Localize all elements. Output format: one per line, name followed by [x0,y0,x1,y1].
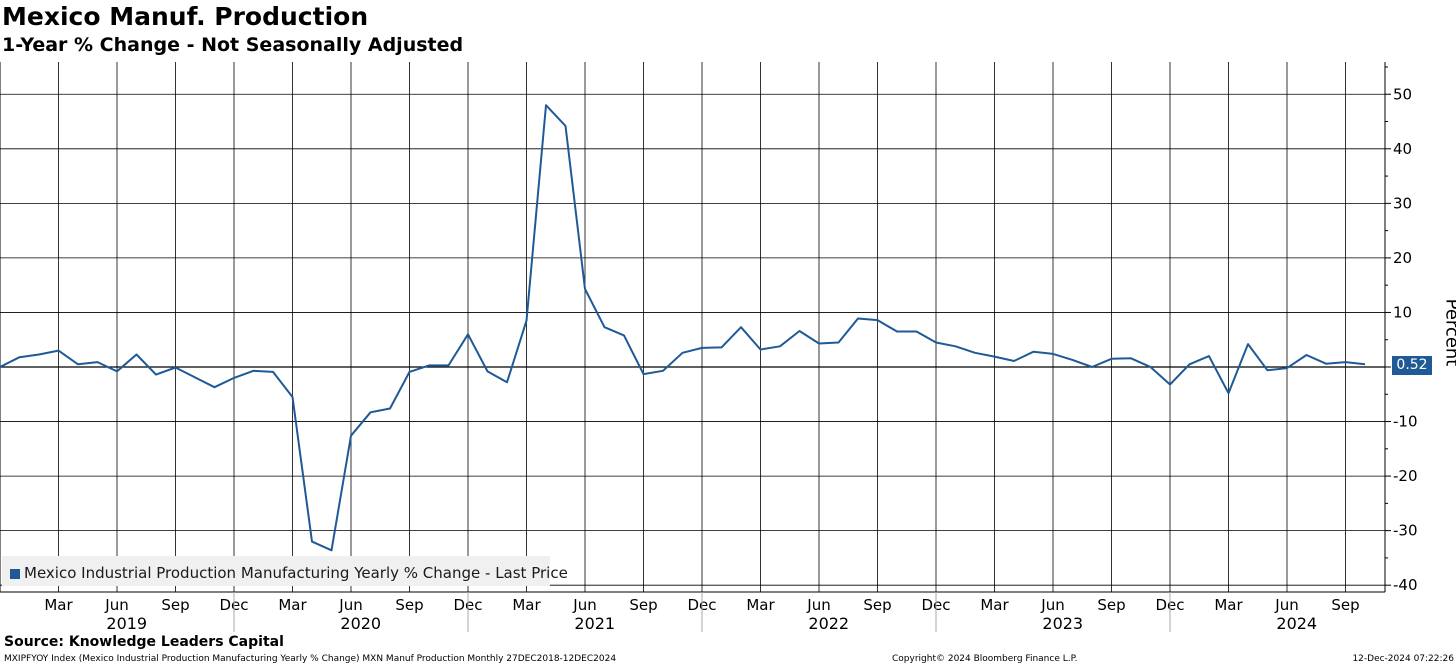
x-tick-label: Sep [863,596,891,614]
y-tick-label: 10 [1393,303,1412,321]
x-tick-label: Sep [629,596,657,614]
x-tick-label: Jun [1040,596,1064,614]
x-tick-label: Mar [1214,596,1243,614]
x-tick-label: Jun [104,596,128,614]
last-value-badge: 0.52 [1392,356,1432,375]
x-tick-label: Mar [512,596,541,614]
y-tick-label: -40 [1393,576,1418,594]
y-tick-label: 30 [1393,194,1412,212]
x-year-label: 2024 [1276,614,1317,633]
x-tick-label: Sep [1097,596,1125,614]
source-note: Source: Knowledge Leaders Capital [4,634,284,650]
x-tick-label: Mar [980,596,1009,614]
x-year-label: 2020 [340,614,381,633]
y-tick-label: -30 [1393,522,1418,540]
y-tick-label: -20 [1393,467,1418,485]
x-year-label: 2022 [808,614,849,633]
legend-label: Mexico Industrial Production Manufacturi… [24,564,568,582]
copyright: Copyright© 2024 Bloomberg Finance L.P. [892,654,1078,664]
x-tick-label: Mar [746,596,775,614]
y-tick-label: 40 [1393,140,1412,158]
x-tick-label: Jun [1274,596,1298,614]
x-tick-label: Mar [44,596,73,614]
x-tick-label: Jun [806,596,830,614]
x-tick-label: Mar [278,596,307,614]
x-year-label: 2023 [1042,614,1083,633]
chart-subtitle: 1-Year % Change - Not Seasonally Adjuste… [2,34,464,56]
y-axis-label: Percent [1441,298,1456,367]
x-tick-label: Sep [395,596,423,614]
x-tick-label: Sep [1331,596,1359,614]
legend: Mexico Industrial Production Manufacturi… [2,556,568,586]
x-tick-label: Sep [161,596,189,614]
y-tick-label: 20 [1393,249,1412,267]
timestamp: 12-Dec-2024 07:22:26 [1352,654,1454,664]
legend-swatch [10,569,20,579]
x-tick-label: Jun [572,596,596,614]
series-line [0,104,1366,552]
y-tick-label: 50 [1393,85,1412,103]
x-year-label: 2021 [574,614,615,633]
x-tick-label: Jun [338,596,362,614]
y-tick-label: -10 [1393,413,1418,431]
x-year-label: 2019 [106,614,147,633]
ticker-info: MXIPFYOY Index (Mexico Industrial Produc… [4,654,617,664]
chart-title: Mexico Manuf. Production [2,2,369,31]
